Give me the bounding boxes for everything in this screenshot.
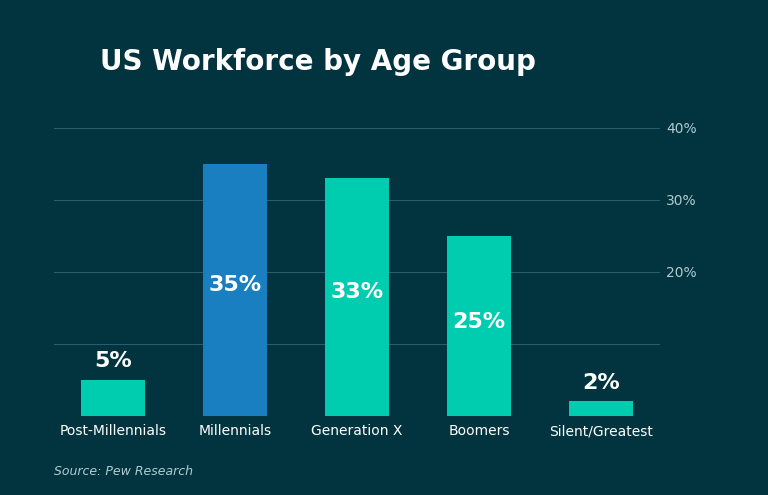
Text: Source: Pew Research: Source: Pew Research [54, 465, 193, 478]
Text: US Workforce by Age Group: US Workforce by Age Group [100, 48, 536, 76]
Bar [569, 401, 633, 416]
Text: 2%: 2% [582, 373, 620, 393]
Bar [448, 236, 511, 416]
Text: 35%: 35% [209, 275, 262, 295]
Text: 33%: 33% [330, 282, 384, 302]
Bar [81, 380, 145, 416]
Text: 5%: 5% [94, 351, 132, 371]
Bar [326, 178, 389, 416]
Bar [204, 164, 266, 416]
Text: 25%: 25% [452, 312, 505, 332]
